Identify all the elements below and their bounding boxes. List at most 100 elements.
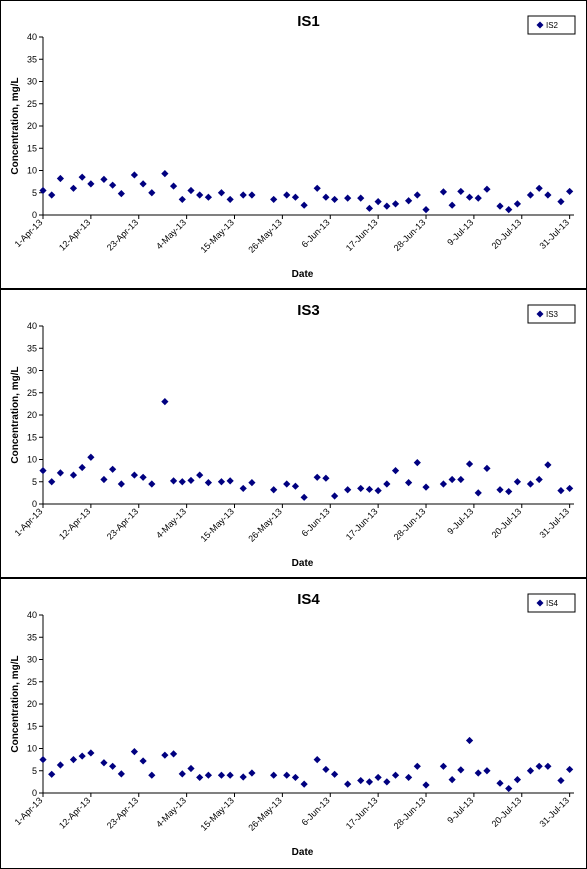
data-point (383, 480, 391, 488)
x-tick-label: 12-Apr-13 (57, 506, 92, 541)
data-point (161, 751, 169, 759)
chart-panel-is1: IS1 0 5 10 15 20 25 30 35 40 1-Apr-13 12-Apr-13 23-A… (0, 0, 587, 289)
data-point (239, 484, 247, 493)
data-point (109, 465, 117, 473)
data-point (448, 201, 456, 209)
y-tick-label: 35 (27, 632, 37, 642)
data-point (457, 475, 465, 484)
data-point (413, 762, 421, 770)
scatter-chart: IS1 0 5 10 15 20 25 30 35 40 1-Apr-13 12-Apr-13 23-A… (10, 13, 576, 280)
x-tick-label: 9-Jul-13 (445, 795, 475, 825)
y-tick-label: 10 (27, 455, 37, 465)
x-axis-label: Date (292, 847, 314, 858)
chart-title: IS4 (297, 591, 320, 608)
data-point (374, 773, 382, 782)
y-tick-label: 0 (32, 788, 37, 798)
data-point (439, 480, 448, 488)
data-point (383, 202, 391, 210)
data-point (405, 479, 413, 487)
data-point (322, 474, 330, 482)
y-tick-label: 30 (27, 366, 37, 376)
data-point (439, 188, 448, 196)
data-point (465, 193, 474, 201)
x-tick-label: 31-Jul-13 (537, 217, 571, 251)
legend-box (527, 304, 576, 324)
data-point (187, 186, 195, 195)
data-point (56, 469, 65, 477)
data-point (148, 480, 156, 488)
data-point (161, 398, 169, 406)
data-point (344, 780, 352, 788)
legend: IS2 (527, 15, 576, 35)
data-point (374, 487, 382, 495)
data-point (87, 180, 95, 188)
data-point (313, 473, 321, 481)
data-point (283, 771, 291, 779)
data-point (69, 471, 78, 479)
data-point (196, 471, 204, 479)
data-point (344, 486, 352, 494)
data-point (39, 467, 47, 475)
data-point (513, 478, 522, 486)
data-point (78, 173, 86, 181)
x-tick-label: 31-Jul-13 (537, 506, 571, 540)
data-point (465, 736, 474, 745)
x-axis-label: Date (292, 269, 314, 280)
x-tick-label: 6-Jun-13 (299, 217, 331, 249)
y-tick-label: 20 (27, 121, 37, 131)
chart-title: IS3 (297, 302, 320, 319)
data-point (169, 750, 178, 758)
data-point (544, 461, 552, 469)
data-point (526, 480, 535, 488)
x-tick-label: 6-Jun-13 (299, 795, 331, 827)
data-point (270, 771, 278, 779)
data-point (422, 206, 430, 214)
x-tick-label: 17-Jun-13 (344, 217, 380, 253)
data-point (226, 477, 234, 485)
data-point (161, 170, 169, 178)
scatter-chart: IS4 0 5 10 15 20 25 30 35 40 1-Apr-13 12-Apr-13 23-A… (10, 591, 576, 858)
data-point (557, 198, 565, 206)
data-point (248, 191, 256, 199)
data-point (374, 198, 382, 206)
data-point (56, 761, 65, 769)
data-point (48, 191, 56, 199)
x-tick-label: 9-Jul-13 (445, 506, 475, 536)
y-axis-label: Concentration, mg/L (10, 655, 21, 752)
chart-title: IS1 (297, 13, 320, 30)
data-point (204, 771, 212, 779)
data-point (217, 771, 226, 779)
data-point (422, 483, 430, 491)
x-tick-label: 15-May-13 (198, 217, 235, 254)
data-point (283, 480, 291, 488)
y-tick-label: 0 (32, 499, 37, 509)
data-point (313, 184, 321, 192)
data-point (178, 770, 186, 778)
data-point (217, 189, 226, 197)
data-point (100, 175, 108, 183)
data-point (391, 771, 400, 779)
x-tick-label: 15-May-13 (198, 795, 235, 832)
data-point (117, 190, 125, 198)
data-point (457, 187, 465, 196)
data-point (78, 752, 86, 760)
data-point (148, 189, 156, 197)
x-tick-label: 1-Apr-13 (13, 217, 45, 249)
x-tick-label: 20-Jul-13 (490, 795, 524, 829)
legend-entry: IS4 (546, 599, 559, 608)
data-point (283, 191, 291, 199)
data-point (169, 477, 178, 485)
x-tick-label: 20-Jul-13 (490, 217, 524, 251)
data-point (139, 473, 147, 481)
data-point (535, 475, 543, 484)
data-point (178, 478, 186, 486)
data-point (48, 478, 56, 486)
data-point (313, 756, 321, 764)
data-point (513, 200, 522, 208)
data-point (448, 776, 456, 784)
data-point (226, 195, 234, 204)
data-point (544, 191, 552, 199)
x-tick-label: 31-Jul-13 (537, 795, 571, 829)
data-point (39, 186, 47, 195)
data-point (331, 195, 339, 204)
